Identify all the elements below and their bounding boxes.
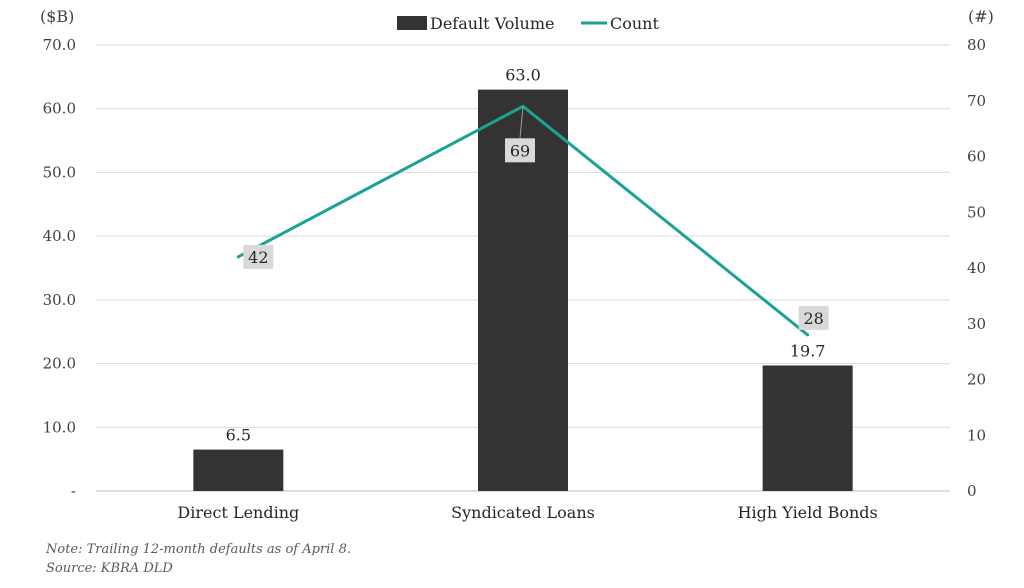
left-tick-label: 30.0 xyxy=(43,291,76,309)
category-label: Syndicated Loans xyxy=(451,503,595,522)
bar-2 xyxy=(762,365,853,491)
legend-label-count: Count xyxy=(610,14,659,33)
count-label-box xyxy=(505,138,535,163)
right-axis-ticks: 0 10 20 30 40 50 60 70 80 xyxy=(967,36,986,500)
legend-bar-swatch xyxy=(397,16,427,30)
count-value-label: 69 xyxy=(510,141,530,160)
category-axis-labels: Direct Lending Syndicated Loans High Yield… xyxy=(177,503,877,522)
right-tick-label: 50 xyxy=(967,203,986,221)
right-tick-label: 80 xyxy=(967,36,986,54)
count-label-box xyxy=(243,244,274,269)
left-axis-ticks: - 10.0 20.0 30.0 40.0 50.0 60.0 70.0 xyxy=(43,36,76,500)
bar-data-labels: 6.5 63.0 19.7 xyxy=(226,66,826,445)
count-label-box xyxy=(798,305,829,330)
left-tick-label: 60.0 xyxy=(43,100,76,118)
footnote-source: Source: KBRA DLD xyxy=(46,561,173,576)
left-tick-label: - xyxy=(71,482,76,500)
count-value-label: 28 xyxy=(803,309,823,328)
count-data-labels: 42 69 28 xyxy=(243,106,829,330)
right-tick-label: 40 xyxy=(967,259,986,277)
left-axis-unit: ($B) xyxy=(40,7,74,26)
bar-value-label: 63.0 xyxy=(505,66,541,85)
bar-value-label: 19.7 xyxy=(790,341,826,360)
legend: Default Volume Count xyxy=(397,14,659,33)
footnote-note: Note: Trailing 12-month defaults as of A… xyxy=(46,542,351,557)
right-tick-label: 30 xyxy=(967,315,986,333)
count-leader-line xyxy=(519,106,524,139)
right-axis-unit: (#) xyxy=(968,7,994,26)
left-tick-label: 70.0 xyxy=(43,36,76,54)
left-tick-label: 20.0 xyxy=(43,355,76,373)
count-value-label: 42 xyxy=(248,248,268,267)
right-tick-label: 10 xyxy=(967,426,986,444)
bar-0 xyxy=(193,449,284,491)
left-tick-label: 10.0 xyxy=(43,418,76,436)
right-tick-label: 20 xyxy=(967,371,986,389)
right-tick-label: 70 xyxy=(967,92,986,110)
category-label: High Yield Bonds xyxy=(738,503,878,522)
left-tick-label: 50.0 xyxy=(43,163,76,181)
right-tick-label: 60 xyxy=(967,148,986,166)
count-point-2 xyxy=(806,333,810,337)
category-label: Direct Lending xyxy=(177,503,299,522)
count-point-0 xyxy=(236,255,240,259)
left-tick-label: 40.0 xyxy=(43,227,76,245)
right-tick-label: 0 xyxy=(967,482,977,500)
bar-value-label: 6.5 xyxy=(226,426,251,445)
legend-label-default-volume: Default Volume xyxy=(430,14,554,33)
